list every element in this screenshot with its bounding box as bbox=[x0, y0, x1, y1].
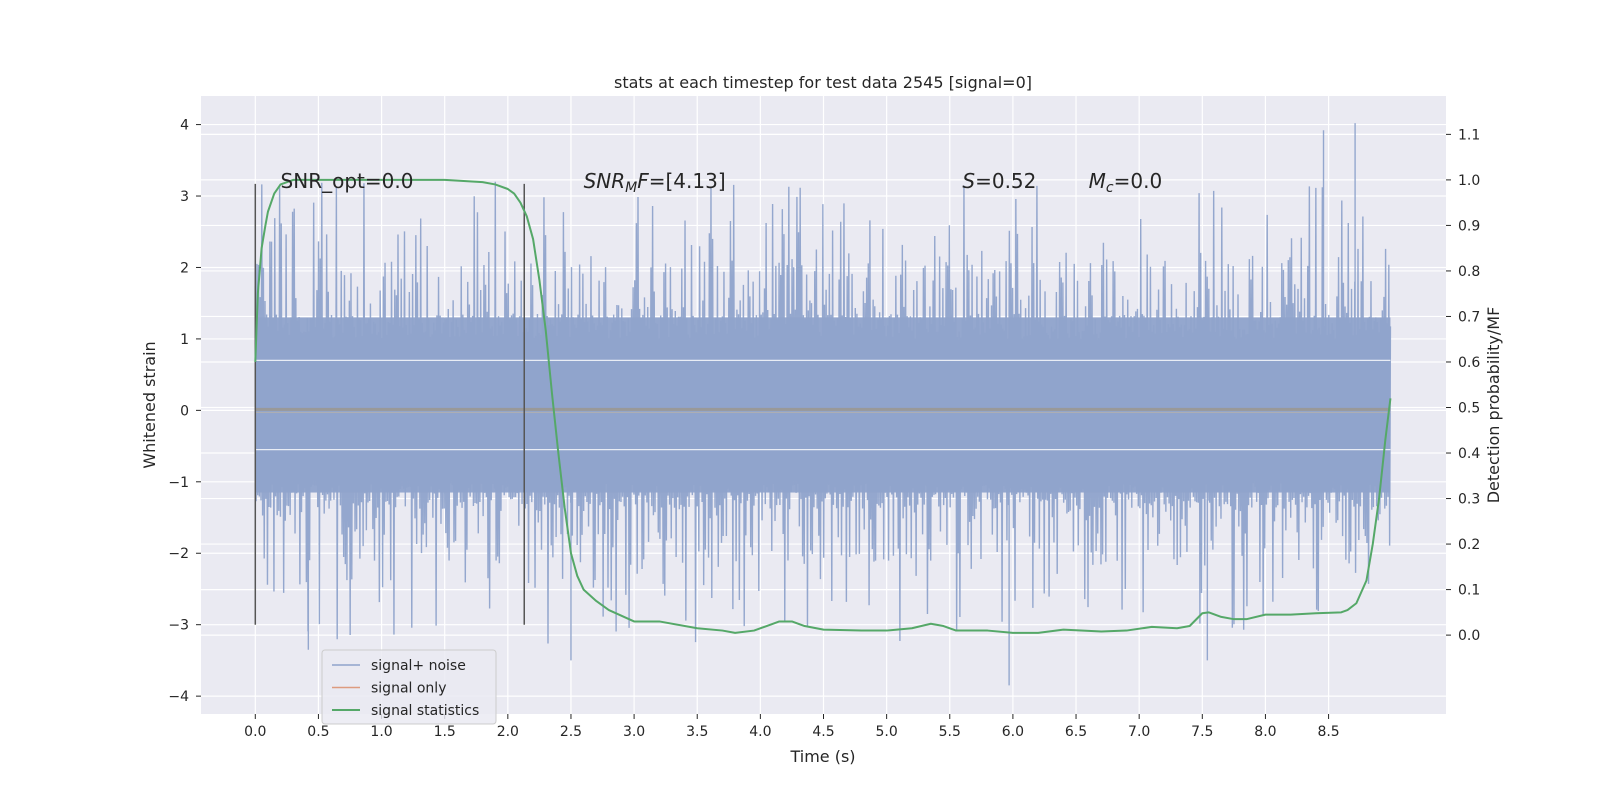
x-tick-label: 3.5 bbox=[686, 724, 708, 740]
x-tick-label: 4.0 bbox=[749, 724, 771, 740]
x-tick-label: 8.5 bbox=[1317, 724, 1339, 740]
y-tick-label: 4 bbox=[180, 118, 189, 134]
annotation: Mc=0.0 bbox=[1089, 169, 1163, 196]
y2-tick-label: 0.8 bbox=[1458, 264, 1480, 280]
legend-entry: signal only bbox=[371, 681, 446, 697]
legend-entry: signal statistics bbox=[371, 703, 479, 719]
x-tick-label: 5.0 bbox=[876, 724, 898, 740]
y-axis-label: Whitened strain bbox=[140, 341, 159, 468]
x-axis-label: Time (s) bbox=[789, 747, 855, 766]
y2-tick-label: 0.2 bbox=[1458, 537, 1480, 553]
y2-tick-label: 0.7 bbox=[1458, 309, 1480, 325]
legend-entry: signal+ noise bbox=[371, 658, 466, 674]
y2-tick-label: 0.0 bbox=[1458, 628, 1480, 644]
y-tick-label: −1 bbox=[168, 475, 189, 491]
y-tick-label: −3 bbox=[168, 618, 189, 634]
chart-title: stats at each timestep for test data 254… bbox=[614, 73, 1032, 92]
x-tick-label: 7.5 bbox=[1191, 724, 1213, 740]
annotation: SNR_opt=0.0 bbox=[281, 169, 414, 193]
y2-tick-label: 0.4 bbox=[1458, 446, 1480, 462]
x-tick-label: 1.5 bbox=[434, 724, 456, 740]
x-tick-label: 2.0 bbox=[497, 724, 519, 740]
y-tick-label: −4 bbox=[168, 689, 189, 705]
y2-tick-label: 0.1 bbox=[1458, 583, 1480, 599]
x-tick-label: 6.0 bbox=[1002, 724, 1024, 740]
x-tick-label: 4.5 bbox=[812, 724, 834, 740]
series-signal-noise-band bbox=[255, 317, 1390, 492]
x-tick-label: 6.5 bbox=[1065, 724, 1087, 740]
y2-tick-label: 0.3 bbox=[1458, 492, 1480, 508]
y2-tick-label: 0.9 bbox=[1458, 218, 1480, 234]
x-tick-label: 7.0 bbox=[1128, 724, 1150, 740]
y2-tick-label: 0.5 bbox=[1458, 401, 1480, 417]
x-tick-label: 0.0 bbox=[244, 724, 266, 740]
x-tick-label: 3.0 bbox=[623, 724, 645, 740]
y-tick-label: 3 bbox=[180, 189, 189, 205]
y-tick-label: 1 bbox=[180, 332, 189, 348]
annotation: SNRMF=[4.13] bbox=[584, 169, 726, 196]
y-tick-label: 2 bbox=[180, 260, 189, 276]
x-tick-label: 2.5 bbox=[560, 724, 582, 740]
y2-tick-label: 0.6 bbox=[1458, 355, 1480, 371]
annotation: S=0.52 bbox=[962, 169, 1036, 193]
x-tick-label: 5.5 bbox=[939, 724, 961, 740]
y2-tick-label: 1.1 bbox=[1458, 127, 1480, 143]
x-tick-label: 0.5 bbox=[307, 724, 329, 740]
y-tick-label: −2 bbox=[168, 546, 189, 562]
x-tick-label: 8.0 bbox=[1254, 724, 1276, 740]
x-tick-label: 1.0 bbox=[370, 724, 392, 740]
y2-axis-label: Detection probability/MF bbox=[1484, 307, 1503, 504]
y-tick-label: 0 bbox=[180, 403, 189, 419]
y2-tick-label: 1.0 bbox=[1458, 173, 1480, 189]
